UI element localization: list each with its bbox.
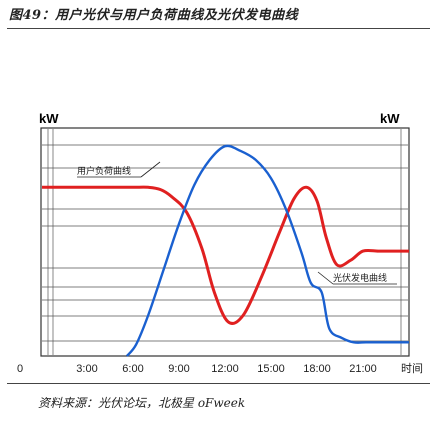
x-tick-label-8: 时间 — [401, 362, 423, 375]
x-tick-label-0: 0 — [17, 363, 23, 375]
callout-leader-load — [140, 161, 161, 178]
source-divider — [7, 383, 430, 384]
x-tick-label-6: 18:00 — [303, 363, 331, 375]
x-tick-label-4: 12:00 — [211, 363, 239, 375]
x-tick-label-5: 15:00 — [257, 363, 285, 375]
x-tick-label-7: 21:00 — [349, 363, 377, 375]
y-axis-unit-right: kW — [380, 111, 400, 126]
x-tick-labels: 0 3:00 6:00 9:00 12:00 15:00 18:00 21:00 时间 — [17, 362, 423, 375]
series-group — [42, 144, 409, 357]
callout-leader-pv — [317, 271, 334, 285]
series-line-0 — [110, 185, 409, 325]
x-tick-label-2: 6:00 — [122, 363, 143, 375]
x-tick-label-3: 9:00 — [168, 363, 189, 375]
callout-label-load: 用户负荷曲线 — [77, 165, 131, 177]
chart-title: 图49：用户光伏与用户负荷曲线及光伏发电曲线 — [9, 8, 299, 23]
plot-frame — [40, 127, 410, 357]
callout-label-pv: 光伏发电曲线 — [333, 272, 387, 284]
x-tick-label-1: 3:00 — [76, 363, 97, 375]
y-axis-unit-left: kW — [39, 111, 59, 126]
source-note: 资料来源：光伏论坛，北极星 oFweek — [38, 396, 246, 410]
grid-lines — [42, 129, 408, 355]
series-line-1 — [125, 144, 409, 357]
title-divider — [7, 28, 430, 29]
